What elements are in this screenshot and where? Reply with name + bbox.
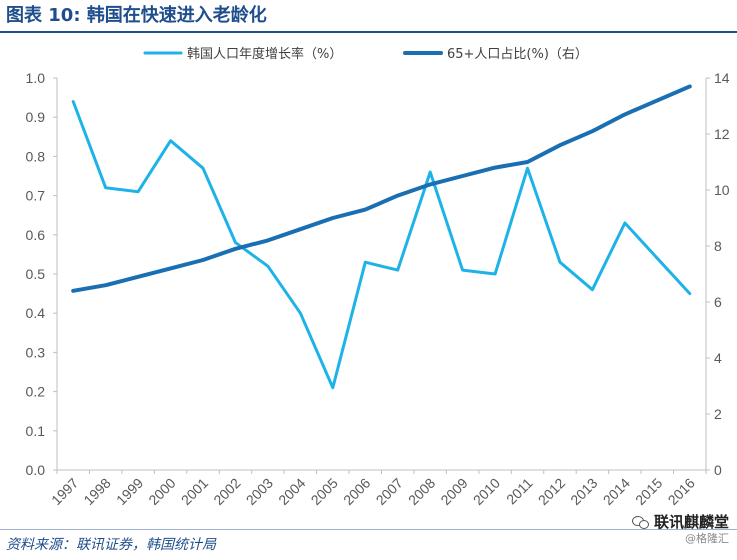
y-left-tick-label: 0.9 xyxy=(26,109,46,125)
x-tick-label: 2005 xyxy=(308,475,341,508)
x-tick-label: 2009 xyxy=(437,475,470,508)
x-tick-label: 1999 xyxy=(113,475,146,508)
x-tick-label: 2006 xyxy=(340,475,373,508)
watermark-sub: @格隆汇 xyxy=(685,532,729,545)
y-right-tick-label: 6 xyxy=(714,294,722,310)
title-divider xyxy=(0,31,737,33)
x-tick-label: 2013 xyxy=(567,475,600,508)
x-tick-label: 1998 xyxy=(80,475,113,508)
x-tick-label: 2016 xyxy=(665,475,698,508)
x-tick-label: 1997 xyxy=(48,475,81,508)
y-left-tick-label: 0.4 xyxy=(26,305,46,321)
y-right-tick-label: 10 xyxy=(714,182,730,198)
legend-label-0: 韩国人口年度增长率（%） xyxy=(187,46,342,62)
y-left-tick-label: 1.0 xyxy=(26,70,46,86)
watermark: 联讯麒麟堂 @格隆汇 xyxy=(631,512,729,546)
watermark-main: 联讯麒麟堂 xyxy=(631,512,729,532)
chart: 0.0 0.1 0.2 0.3 0.4 0.5 0.6 0.7 0.8 0.9 1.0 0 2 4 6 8 10… xyxy=(26,46,730,508)
wechat-icon xyxy=(631,515,650,529)
watermark-name: 联讯麒麟堂 xyxy=(653,513,729,531)
x-tick-label: 2003 xyxy=(243,475,276,508)
y-right-tick-label: 0 xyxy=(714,462,722,478)
x-tick-label: 2007 xyxy=(373,475,406,508)
x-tick-label: 2010 xyxy=(470,475,503,508)
x-tick-label: 2004 xyxy=(275,475,308,508)
x-tick-label: 2000 xyxy=(145,475,178,508)
chart-title: 图表 10: 韩国在快速进入老龄化 xyxy=(6,5,267,26)
y-right-tick-label: 14 xyxy=(714,70,730,86)
source-note: 资料来源：联讯证券，韩国统计局 xyxy=(6,537,216,553)
y-left-tick-label: 0.2 xyxy=(26,384,46,400)
y-left-tick-label: 0.8 xyxy=(26,148,46,164)
legend-label-1: 65+人口占比(%)（右） xyxy=(447,47,588,62)
y-right-tick-label: 12 xyxy=(714,126,730,142)
x-tick-label: 2002 xyxy=(210,475,243,508)
y-right-tick-label: 8 xyxy=(714,238,722,254)
x-tick-label: 2014 xyxy=(600,475,633,508)
x-tick-label: 2015 xyxy=(632,475,665,508)
x-tick-label: 2008 xyxy=(405,475,438,508)
source-divider xyxy=(0,529,737,530)
y-right-tick-label: 2 xyxy=(714,406,722,422)
y-left-tick-label: 0.3 xyxy=(26,344,46,360)
y-left-tick-label: 0.5 xyxy=(26,266,46,282)
y-left-tick-label: 0.7 xyxy=(26,188,46,204)
x-tick-label: 2001 xyxy=(178,475,211,508)
y-left-tick-label: 0.1 xyxy=(26,423,46,439)
y-left-tick-label: 0.6 xyxy=(26,227,46,243)
y-right-tick-label: 4 xyxy=(714,350,722,366)
x-tick-label: 2011 xyxy=(503,475,536,508)
series-line-0 xyxy=(71,100,692,390)
y-left-tick-label: 0.0 xyxy=(26,462,46,478)
series-line-1 xyxy=(71,84,692,293)
x-tick-label: 2012 xyxy=(535,475,568,508)
